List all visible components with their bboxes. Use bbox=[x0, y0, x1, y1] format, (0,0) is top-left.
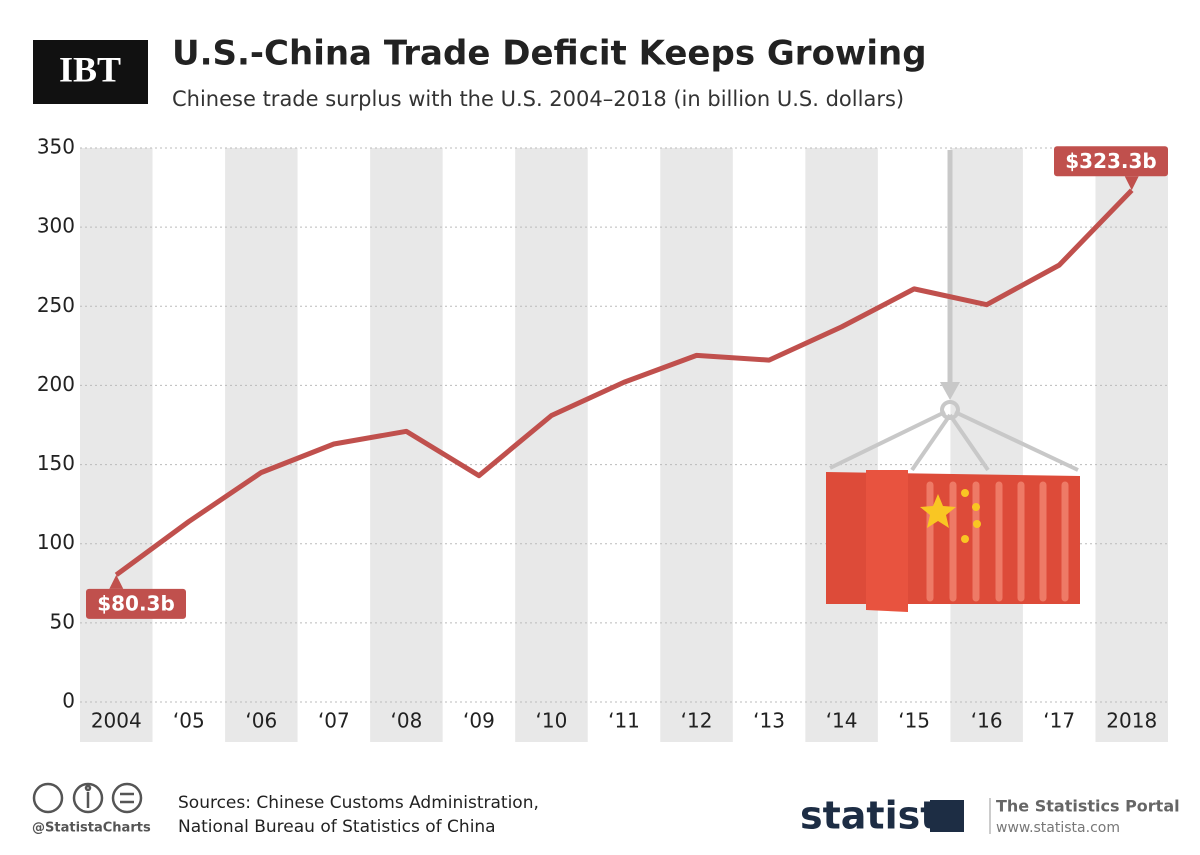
plot: $80.3b $323.3b bbox=[86, 146, 1168, 619]
x-tick-label: ‘14 bbox=[826, 709, 858, 733]
source: National Bureau of Statistics of China bbox=[178, 817, 496, 837]
x-tick-label: ‘17 bbox=[1043, 709, 1075, 733]
column-band bbox=[515, 148, 588, 742]
x-tick-label: ‘08 bbox=[390, 709, 422, 733]
logo-box bbox=[33, 40, 148, 104]
portal: The Statistics Portal bbox=[996, 797, 1180, 816]
x-tick-label: ‘10 bbox=[536, 709, 568, 733]
x-tick-label: ‘11 bbox=[608, 709, 640, 733]
y-tick-label: 350 bbox=[37, 135, 75, 159]
url: www.statista.com bbox=[996, 820, 1120, 836]
y-tick-label: 250 bbox=[37, 293, 75, 317]
x-tick-label: ‘16 bbox=[971, 709, 1003, 733]
column-band bbox=[660, 148, 733, 742]
column-band bbox=[1095, 148, 1168, 742]
x-tick-label: ‘05 bbox=[173, 709, 205, 733]
x-tick-label: ‘12 bbox=[681, 709, 713, 733]
column-band bbox=[805, 148, 878, 742]
value-label: $80.3b bbox=[97, 591, 175, 615]
chart-title: U.S.-China Trade Deficit Keeps Growing bbox=[172, 34, 927, 74]
x-tick-label: ‘13 bbox=[753, 709, 785, 733]
x-tick-label: 2018 bbox=[1106, 709, 1157, 733]
label-box bbox=[1054, 146, 1168, 177]
label-pointer bbox=[1124, 176, 1139, 191]
column-band bbox=[950, 148, 1023, 742]
container-illustration bbox=[826, 150, 1080, 612]
brand-icon bbox=[930, 800, 964, 832]
source: Sources: Chinese Customs Administration, bbox=[178, 793, 539, 813]
license-icons bbox=[32, 782, 143, 814]
value-label: $323.3b bbox=[1065, 149, 1157, 173]
label-pointer bbox=[109, 574, 124, 589]
logo: IBT bbox=[59, 49, 121, 89]
y-tick-label: 0 bbox=[62, 689, 75, 713]
column-band bbox=[80, 148, 153, 742]
x-tick-label: ‘15 bbox=[898, 709, 930, 733]
chart-subtitle: Chinese trade surplus with the U.S. 2004… bbox=[172, 87, 904, 111]
y-tick-label: 200 bbox=[37, 372, 75, 396]
column-bands bbox=[80, 148, 1168, 742]
y-tick-label: 300 bbox=[37, 214, 75, 238]
x-tick-label: 2004 bbox=[91, 709, 142, 733]
y-tick-label: 150 bbox=[37, 451, 75, 475]
y-tick-label: 50 bbox=[50, 609, 75, 633]
y-tick-label: 100 bbox=[37, 530, 75, 554]
line bbox=[114, 188, 1134, 577]
x-tick-label: ‘06 bbox=[245, 709, 277, 733]
handle: @StatistaCharts bbox=[32, 821, 151, 836]
column-band bbox=[225, 148, 298, 742]
x-tick-label: ‘07 bbox=[318, 709, 350, 733]
x-tick-label: ‘09 bbox=[463, 709, 495, 733]
label-box bbox=[86, 588, 186, 619]
